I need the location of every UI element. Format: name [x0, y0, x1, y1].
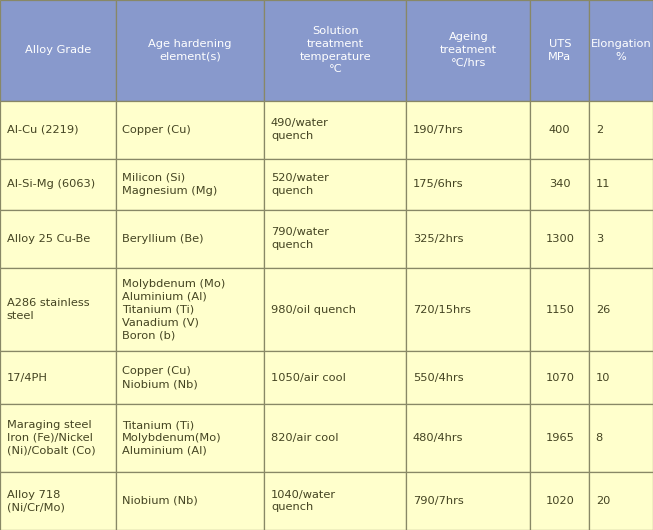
Text: A286 stainless
steel: A286 stainless steel [7, 298, 89, 321]
Text: 17/4PH: 17/4PH [7, 373, 48, 383]
Bar [589, 101, 653, 159]
Text: Alloy 718
(Ni/Cr/Mo): Alloy 718 (Ni/Cr/Mo) [7, 490, 65, 513]
Bar [406, 210, 530, 268]
Bar [406, 268, 530, 351]
Bar [406, 159, 530, 210]
Bar [116, 0, 264, 101]
Bar [589, 268, 653, 351]
Bar [530, 0, 589, 101]
Bar [406, 101, 530, 159]
Bar [264, 0, 406, 101]
Bar [0, 210, 116, 268]
Text: 490/water
quench: 490/water quench [271, 118, 329, 141]
Bar [589, 159, 653, 210]
Bar [264, 210, 406, 268]
Bar [264, 101, 406, 159]
Bar [530, 210, 589, 268]
Text: 480/4hrs: 480/4hrs [413, 433, 463, 443]
Text: 1070: 1070 [545, 373, 574, 383]
Text: Niobium (Nb): Niobium (Nb) [122, 496, 198, 506]
Text: Age hardening
element(s): Age hardening element(s) [148, 39, 232, 61]
Bar [0, 472, 116, 530]
Text: Solution
treatment
temperature
°C: Solution treatment temperature °C [300, 26, 371, 75]
Bar [0, 159, 116, 210]
Text: 1300: 1300 [545, 234, 574, 244]
Text: Alloy 25 Cu-Be: Alloy 25 Cu-Be [7, 234, 89, 244]
Bar [264, 268, 406, 351]
Text: Molybdenum (Mo)
Aluminium (Al)
Titanium (Ti)
Vanadium (V)
Boron (b): Molybdenum (Mo) Aluminium (Al) Titanium … [122, 279, 225, 340]
Bar [589, 404, 653, 472]
Text: 400: 400 [549, 125, 571, 135]
Bar [116, 268, 264, 351]
Bar [264, 351, 406, 404]
Text: 1040/water
quench: 1040/water quench [271, 490, 336, 513]
Text: Al-Si-Mg (6063): Al-Si-Mg (6063) [7, 179, 95, 189]
Text: 1020: 1020 [545, 496, 574, 506]
Bar [589, 351, 653, 404]
Bar [406, 0, 530, 101]
Text: 720/15hrs: 720/15hrs [413, 305, 471, 315]
Text: 11: 11 [596, 179, 610, 189]
Text: 340: 340 [549, 179, 571, 189]
Text: Elongation
%: Elongation % [591, 39, 652, 61]
Text: 325/2hrs: 325/2hrs [413, 234, 463, 244]
Text: Alloy Grade: Alloy Grade [25, 45, 91, 55]
Text: 2: 2 [596, 125, 603, 135]
Text: 1050/air cool: 1050/air cool [271, 373, 346, 383]
Bar [0, 101, 116, 159]
Text: Titanium (Ti)
Molybdenum(Mo)
Aluminium (Al): Titanium (Ti) Molybdenum(Mo) Aluminium (… [122, 420, 222, 456]
Text: Maraging steel
Iron (Fe)/Nickel
(Ni)/Cobalt (Co): Maraging steel Iron (Fe)/Nickel (Ni)/Cob… [7, 420, 95, 456]
Text: Al-Cu (2219): Al-Cu (2219) [7, 125, 78, 135]
Text: Beryllium (Be): Beryllium (Be) [122, 234, 204, 244]
Bar [116, 404, 264, 472]
Text: 1150: 1150 [545, 305, 574, 315]
Text: 1965: 1965 [545, 433, 574, 443]
Text: Milicon (Si)
Magnesium (Mg): Milicon (Si) Magnesium (Mg) [122, 173, 217, 196]
Bar [116, 472, 264, 530]
Bar [0, 0, 116, 101]
Text: 980/oil quench: 980/oil quench [271, 305, 356, 315]
Bar [116, 159, 264, 210]
Bar [264, 404, 406, 472]
Bar [406, 351, 530, 404]
Bar [530, 268, 589, 351]
Text: 26: 26 [596, 305, 610, 315]
Bar [530, 351, 589, 404]
Bar [530, 404, 589, 472]
Bar [530, 159, 589, 210]
Bar [116, 351, 264, 404]
Bar [530, 472, 589, 530]
Bar [116, 101, 264, 159]
Bar [264, 159, 406, 210]
Text: 8: 8 [596, 433, 603, 443]
Text: Copper (Cu): Copper (Cu) [122, 125, 191, 135]
Bar [264, 472, 406, 530]
Text: 175/6hrs: 175/6hrs [413, 179, 464, 189]
Bar [530, 101, 589, 159]
Bar [0, 404, 116, 472]
Text: 820/air cool: 820/air cool [271, 433, 338, 443]
Text: 3: 3 [596, 234, 603, 244]
Text: UTS
MPa: UTS MPa [549, 39, 571, 61]
Bar [406, 472, 530, 530]
Text: 190/7hrs: 190/7hrs [413, 125, 464, 135]
Bar [116, 210, 264, 268]
Bar [589, 210, 653, 268]
Text: 790/water
quench: 790/water quench [271, 227, 329, 250]
Text: 20: 20 [596, 496, 610, 506]
Text: 10: 10 [596, 373, 610, 383]
Text: 790/7hrs: 790/7hrs [413, 496, 464, 506]
Text: Ageing
treatment
°C/hrs: Ageing treatment °C/hrs [439, 32, 497, 68]
Bar [589, 472, 653, 530]
Bar [589, 0, 653, 101]
Bar [0, 268, 116, 351]
Bar [0, 351, 116, 404]
Bar [406, 404, 530, 472]
Text: 520/water
quench: 520/water quench [271, 173, 329, 196]
Text: 550/4hrs: 550/4hrs [413, 373, 464, 383]
Text: Copper (Cu)
Niobium (Nb): Copper (Cu) Niobium (Nb) [122, 366, 198, 389]
